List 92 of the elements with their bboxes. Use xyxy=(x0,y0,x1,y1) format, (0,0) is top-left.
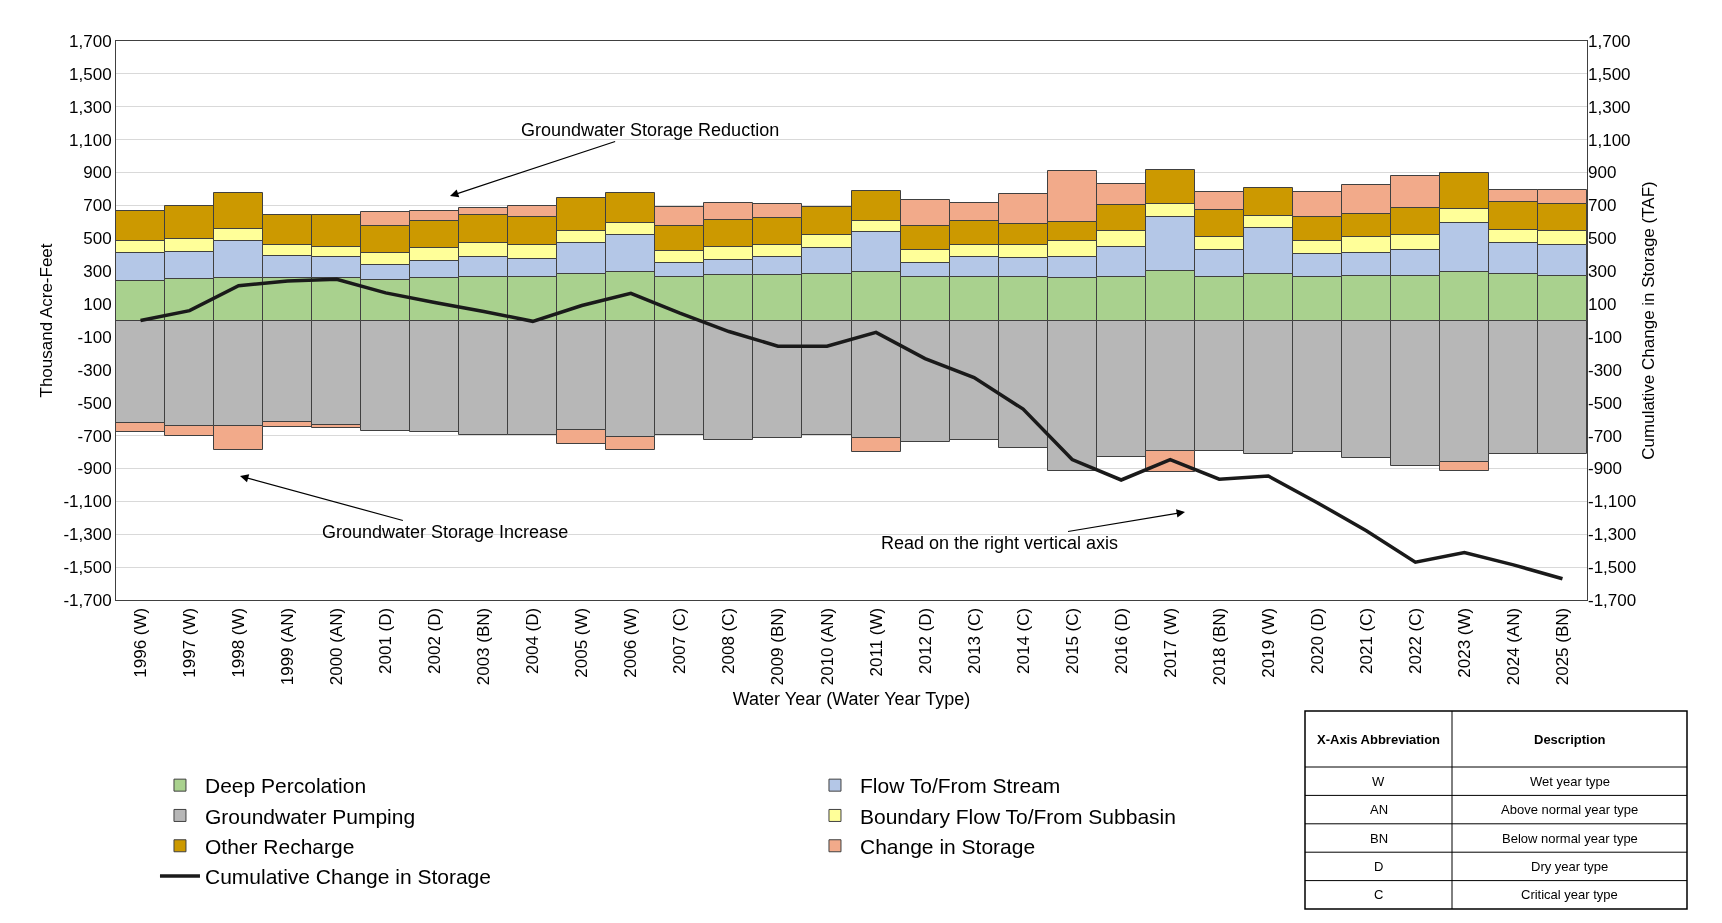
y-tick-label: -700 xyxy=(77,426,112,446)
y2-axis-title: Cumulative Change in Storage (TAF) xyxy=(1638,181,1658,460)
x-tick-label: 1996 (W) xyxy=(131,607,151,678)
x-axis-title: Water Year (Water Year Type) xyxy=(732,689,971,710)
x-tick-label: 2014 (C) xyxy=(1013,607,1033,674)
x-tick-label: 2019 (W) xyxy=(1258,607,1278,678)
y2-tick-label: -1,100 xyxy=(1588,492,1637,512)
legend-label: Change in Storage xyxy=(859,834,1036,858)
x-tick-label: 2006 (W) xyxy=(621,607,641,678)
text: BN xyxy=(1370,831,1389,846)
y-tick-label: -100 xyxy=(77,327,112,347)
x-tick-label: 2021 (C) xyxy=(1356,607,1376,674)
x-tick-label: 2001 (D) xyxy=(376,607,396,674)
x-tick-label: 2010 (AN) xyxy=(817,607,837,686)
y-tick-label: -1,500 xyxy=(63,558,112,578)
legend-label: Other Recharge xyxy=(204,834,355,858)
y2-tick-label: 100 xyxy=(1588,295,1617,315)
y-tick-label: -1,300 xyxy=(63,525,112,545)
y-tick-label: 1,500 xyxy=(69,64,112,84)
x-tick-label: 2008 (C) xyxy=(719,607,739,674)
legend-label: Boundary Flow To/From Subbasin xyxy=(859,804,1176,828)
y2-tick-label: 1,300 xyxy=(1588,97,1631,117)
x-tick-label: 2015 (C) xyxy=(1062,607,1082,674)
x-tick-label: 2009 (BN) xyxy=(768,607,788,686)
y-tick-label: -1,100 xyxy=(63,492,112,512)
y-tick-label: 500 xyxy=(83,229,112,249)
y2-tick-label: -1,300 xyxy=(1588,525,1637,545)
x-tick-label: 2005 (W) xyxy=(572,607,592,678)
x-tick-label: 1998 (W) xyxy=(229,607,249,678)
x-tick-label: 2022 (C) xyxy=(1405,607,1425,674)
text: Description xyxy=(1534,732,1606,747)
y-tick-label: -300 xyxy=(77,360,112,380)
y2-tick-label: 1,500 xyxy=(1588,64,1631,84)
x-tick-label: 1997 (W) xyxy=(180,607,200,678)
y2-tick-label: -300 xyxy=(1588,360,1623,380)
y2-tick-label: 700 xyxy=(1588,196,1617,216)
y-tick-label: 100 xyxy=(83,295,112,315)
y-tick-label: 900 xyxy=(83,163,112,183)
y2-tick-label: -1,700 xyxy=(1588,590,1637,610)
text: W xyxy=(1372,774,1385,789)
annotation: Read on the right vertical axis xyxy=(881,533,1119,553)
text: AN xyxy=(1370,802,1389,817)
text: Dry year type xyxy=(1531,859,1609,874)
y2-tick-label: 1,700 xyxy=(1588,31,1631,51)
x-tick-label: 2020 (D) xyxy=(1307,607,1327,674)
x-tick-label: 2017 (W) xyxy=(1160,607,1180,678)
y2-tick-label: 1,100 xyxy=(1588,130,1631,150)
legend-label: Flow To/From Stream xyxy=(859,774,1061,798)
legend-label: Cumulative Change in Storage xyxy=(204,865,491,889)
text: X-Axis Abbreviation xyxy=(1317,732,1441,747)
annotation: Groundwater Storage Reduction xyxy=(521,120,780,140)
x-tick-label: 2002 (D) xyxy=(425,607,445,674)
y2-tick-label: 500 xyxy=(1588,229,1617,249)
y-tick-label: 300 xyxy=(83,262,112,282)
x-tick-label: 2000 (AN) xyxy=(327,607,347,686)
y-axis-title: Thousand Acre-Feet xyxy=(36,243,56,398)
x-tick-label: 2011 (W) xyxy=(866,607,886,677)
y2-tick-label: -500 xyxy=(1588,393,1623,413)
y2-tick-label: -900 xyxy=(1588,459,1623,479)
x-tick-label: 2003 (BN) xyxy=(474,607,494,686)
x-tick-label: 2013 (C) xyxy=(964,607,984,674)
text: Above normal year type xyxy=(1501,802,1639,817)
text: Wet year type xyxy=(1530,774,1610,789)
annotation: Groundwater Storage Increase xyxy=(322,522,569,542)
y2-tick-label: -700 xyxy=(1588,426,1623,446)
x-tick-label: 2007 (C) xyxy=(670,607,690,674)
y-tick-label: -500 xyxy=(77,393,112,413)
y-tick-label: 1,100 xyxy=(69,130,112,150)
x-tick-label: 2024 (AN) xyxy=(1503,607,1523,686)
text: D xyxy=(1374,859,1384,874)
line-series xyxy=(138,277,1565,581)
y2-tick-label: 300 xyxy=(1588,262,1617,282)
text: Below normal year type xyxy=(1502,831,1638,846)
y-tick-label: -1,700 xyxy=(63,590,112,610)
x-tick-label: 2023 (W) xyxy=(1454,607,1474,678)
x-tick-label: 2025 (BN) xyxy=(1553,607,1573,686)
x-tick-label: 2018 (BN) xyxy=(1209,607,1229,686)
legend-label: Groundwater Pumping xyxy=(204,804,416,828)
y-tick-label: 1,700 xyxy=(69,31,112,51)
text: C xyxy=(1374,887,1384,902)
x-tick-label: 2004 (D) xyxy=(523,607,543,674)
y2-tick-label: -1,500 xyxy=(1588,558,1637,578)
x-tick-label: 2012 (D) xyxy=(915,607,935,674)
y-tick-label: 700 xyxy=(83,196,112,216)
y-tick-label: 1,300 xyxy=(69,97,112,117)
x-tick-label: 2016 (D) xyxy=(1111,607,1131,674)
y2-tick-label: 900 xyxy=(1588,163,1617,183)
y2-tick-label: -100 xyxy=(1588,327,1623,347)
text: Critical year type xyxy=(1521,887,1618,902)
legend-label: Deep Percolation xyxy=(204,774,367,798)
x-tick-label: 1999 (AN) xyxy=(278,607,298,686)
y-tick-label: -900 xyxy=(77,459,112,479)
